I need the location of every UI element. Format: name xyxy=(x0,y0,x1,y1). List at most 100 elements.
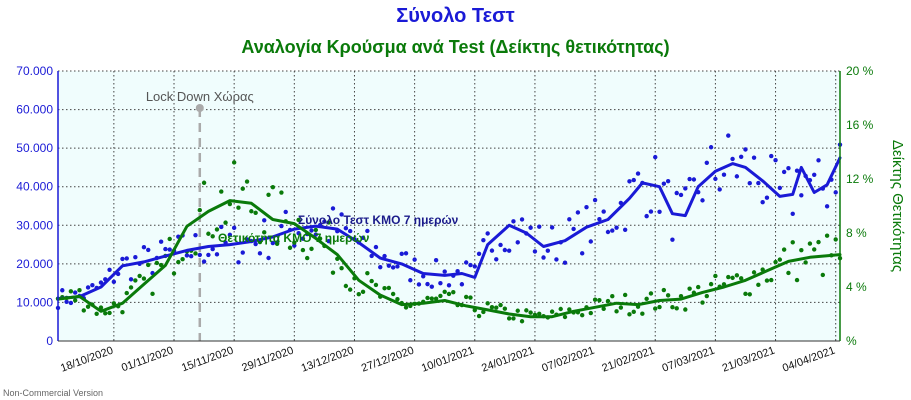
positivity-daily-point xyxy=(223,220,228,225)
tests-daily-point xyxy=(777,185,783,191)
positivity-daily-point xyxy=(326,220,331,225)
positivity-daily-point xyxy=(274,241,280,247)
tests-daily-point xyxy=(60,288,65,293)
tests-daily-point xyxy=(717,187,722,192)
tests-daily-point xyxy=(549,225,555,230)
positivity-daily-point xyxy=(201,180,207,185)
positivity-daily-point xyxy=(485,301,490,306)
positivity-daily-point xyxy=(498,302,503,308)
tests-daily-point xyxy=(257,251,263,256)
tests-daily-point xyxy=(554,257,559,262)
positivity-daily-point xyxy=(68,289,74,294)
tests-daily-point xyxy=(296,230,301,236)
positivity-daily-point xyxy=(502,306,508,311)
positivity-daily-point xyxy=(567,307,572,312)
tests-daily-point xyxy=(532,249,538,254)
tests-daily-point xyxy=(214,252,220,257)
positivity-daily-point xyxy=(433,296,439,301)
y-right-tick-label: 16 % xyxy=(846,118,874,132)
tests-daily-point xyxy=(816,158,821,163)
tests-daily-point xyxy=(597,216,602,222)
positivity-daily-point xyxy=(734,273,740,278)
tests-daily-point xyxy=(511,219,516,224)
positivity-daily-point xyxy=(382,286,387,291)
tests-daily-point xyxy=(812,172,817,177)
tests-daily-point xyxy=(442,269,447,274)
positivity-daily-point xyxy=(812,247,817,252)
x-tick-label: 13/12/2020 xyxy=(300,345,356,375)
positivity-daily-point xyxy=(713,273,718,279)
tests-daily-point xyxy=(781,169,787,175)
tests-daily-point xyxy=(713,176,718,182)
positivity-daily-point xyxy=(610,293,615,299)
positivity-daily-point xyxy=(803,260,808,265)
positivity-daily-point xyxy=(343,283,349,289)
positivity-daily-point xyxy=(730,275,735,281)
positivity-daily-point xyxy=(807,241,813,246)
positivity-daily-point xyxy=(85,304,91,309)
tests-daily-point xyxy=(193,232,198,238)
positivity-daily-point xyxy=(313,227,319,233)
positivity-daily-point xyxy=(253,210,258,216)
positivity-daily-point xyxy=(747,292,752,297)
positivity-daily-point xyxy=(231,160,237,165)
positivity-daily-point xyxy=(511,316,516,321)
tests-daily-point xyxy=(369,253,374,259)
positivity-daily-point xyxy=(103,311,108,316)
positivity-daily-point xyxy=(777,257,783,262)
positivity-daily-point xyxy=(833,237,838,242)
positivity-daily-point xyxy=(631,309,636,315)
positivity-daily-point xyxy=(171,271,177,276)
positivity-daily-point xyxy=(81,308,86,313)
tests-daily-point xyxy=(833,190,838,195)
tests-daily-point xyxy=(111,279,117,285)
positivity-daily-point xyxy=(670,305,675,310)
tests-daily-point xyxy=(158,239,164,244)
tests-daily-point xyxy=(537,224,542,229)
tests-daily-point xyxy=(738,154,744,159)
tests-daily-point xyxy=(485,231,490,236)
positivity-daily-point xyxy=(661,287,667,293)
tests-daily-point xyxy=(584,204,589,210)
tests-daily-point xyxy=(519,217,525,222)
tests-daily-point xyxy=(648,209,654,214)
tests-daily-point xyxy=(704,160,710,165)
positivity-daily-point xyxy=(107,310,112,316)
tests-daily-point xyxy=(438,280,443,286)
positivity-daily-point xyxy=(537,311,542,317)
positivity-daily-point xyxy=(451,289,456,295)
tests-daily-point xyxy=(528,225,533,230)
positivity-daily-point xyxy=(296,217,301,223)
tests-daily-point xyxy=(463,260,469,265)
tests-daily-point xyxy=(386,263,392,268)
tests-daily-point xyxy=(343,226,349,231)
tests-daily-point xyxy=(124,256,129,261)
tests-daily-point xyxy=(730,156,735,162)
tests-daily-point xyxy=(98,280,104,285)
positivity-daily-point xyxy=(300,247,306,253)
x-tick-label: 07/02/2021 xyxy=(540,345,596,375)
tests-daily-point xyxy=(326,238,331,244)
tests-daily-point xyxy=(270,240,276,246)
positivity-daily-point xyxy=(249,209,254,214)
tests-daily-point xyxy=(184,253,190,258)
positivity-daily-point xyxy=(72,298,78,303)
x-tick-label: 18/10/2020 xyxy=(59,345,115,375)
tests-daily-point xyxy=(133,254,138,260)
positivity-daily-point xyxy=(266,192,271,197)
positivity-daily-point xyxy=(622,292,628,298)
positivity-daily-point xyxy=(141,276,147,281)
positivity-daily-point xyxy=(133,278,138,283)
positivity-daily-point xyxy=(743,291,748,297)
positivity-daily-point xyxy=(524,308,529,313)
tests-daily-point xyxy=(64,299,69,305)
tests-daily-point xyxy=(683,186,688,191)
x-tick-label: 29/11/2020 xyxy=(240,345,295,375)
positivity-daily-point xyxy=(373,282,379,288)
positivity-daily-point xyxy=(618,305,624,310)
positivity-daily-point xyxy=(665,293,671,298)
positivity-daily-point xyxy=(549,309,555,314)
tests-daily-point xyxy=(657,209,662,214)
positivity-daily-point xyxy=(700,300,705,305)
